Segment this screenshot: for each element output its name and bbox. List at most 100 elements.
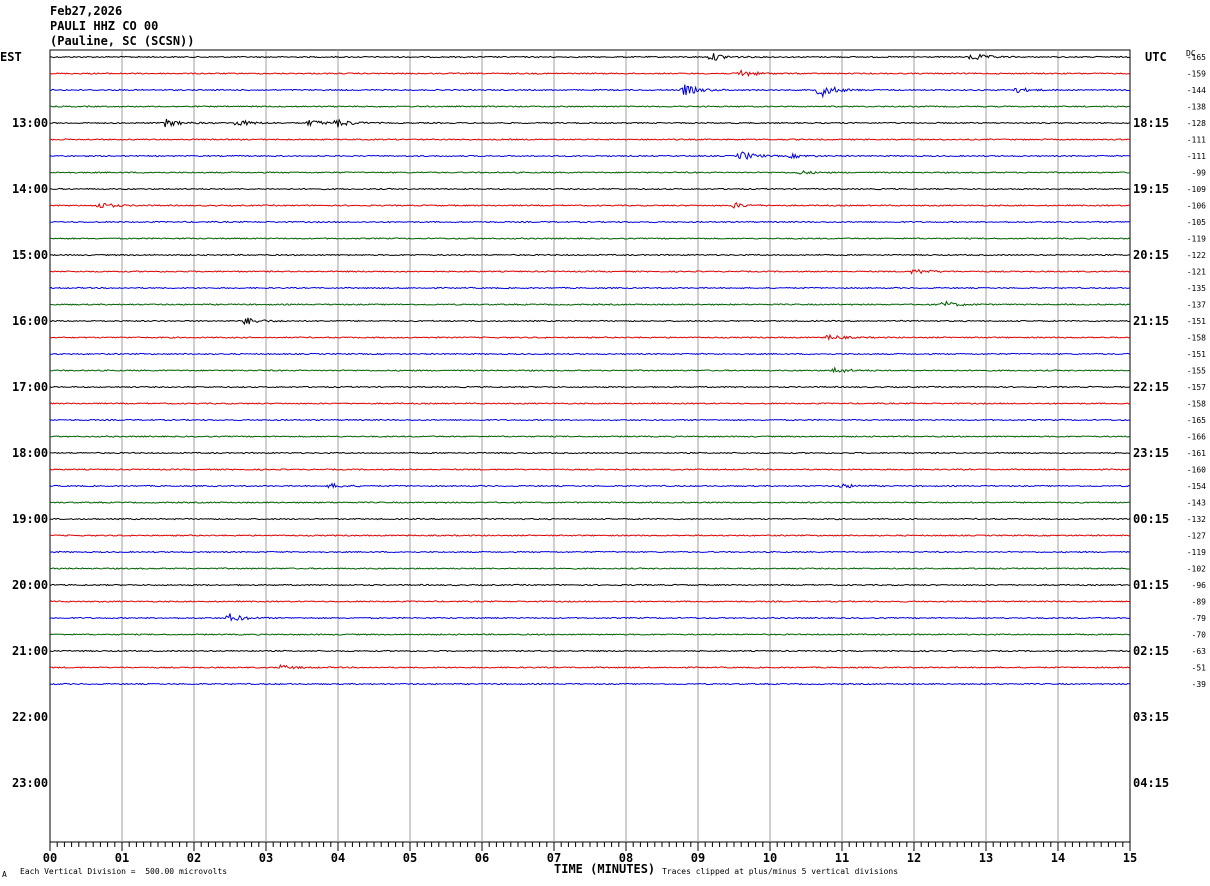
x-tick-label: 00	[43, 851, 57, 865]
trace-row	[49, 201, 1131, 209]
left-hour-label: 17:00	[12, 380, 48, 394]
dc-offset-value: -106	[1187, 202, 1206, 211]
trace-row	[49, 583, 1130, 587]
dc-offset-value: -39	[1192, 680, 1207, 689]
left-timezone-label: EST	[0, 50, 22, 64]
trace-row	[49, 84, 1131, 99]
right-hour-label: 20:15	[1133, 248, 1169, 262]
dc-offset-value: -154	[1187, 482, 1206, 491]
trace-row	[49, 138, 1131, 141]
plot-frame	[49, 49, 1131, 843]
left-hour-label: 21:00	[12, 644, 48, 658]
trace-row	[49, 418, 1131, 422]
trace-row	[49, 451, 1131, 455]
corner-mark: A	[2, 870, 7, 879]
dc-offset-value: -109	[1187, 185, 1206, 194]
trace-row	[49, 501, 1131, 504]
trace-row	[49, 550, 1131, 554]
right-hour-label: 21:15	[1133, 314, 1169, 328]
x-tick-label: 14	[1051, 851, 1065, 865]
trace-row	[49, 151, 1131, 161]
dc-offset-value: -158	[1187, 400, 1206, 409]
dc-offset-value: -137	[1187, 301, 1206, 310]
trace-row	[49, 613, 1131, 622]
dc-offset-value: -121	[1187, 268, 1206, 277]
trace-row	[49, 352, 1131, 356]
trace-row	[49, 286, 1131, 290]
left-hour-label: 14:00	[12, 182, 48, 196]
hour-labels: 13:00 14:00 15:00 16:00 17:00 18:00 19:00 20:00…	[12, 116, 1169, 790]
dc-offset-value: -127	[1187, 532, 1206, 541]
seismic-traces	[49, 53, 1131, 686]
dc-offset-value: -70	[1192, 631, 1207, 640]
trace-row	[49, 187, 1131, 191]
trace-row	[49, 268, 1131, 275]
trace-row	[49, 663, 1131, 670]
right-hour-label: 03:15	[1133, 710, 1169, 724]
x-tick-label: 02	[187, 851, 201, 865]
x-tick-label: 01	[115, 851, 129, 865]
trace-row	[49, 237, 1131, 240]
plot-grid	[49, 49, 1131, 843]
dc-offset-value: -102	[1187, 565, 1206, 574]
trace-row	[49, 253, 1131, 257]
left-hour-label: 13:00	[12, 116, 48, 130]
x-tick-label: 13	[979, 851, 993, 865]
dc-offset-value: -158	[1187, 334, 1206, 343]
right-hour-label: 00:15	[1133, 512, 1169, 526]
trace-row	[49, 220, 1131, 224]
trace-row	[49, 435, 1131, 438]
trace-row	[49, 385, 1131, 389]
x-tick-label: 03	[259, 851, 273, 865]
trace-row	[49, 682, 1131, 686]
trace-row	[49, 534, 1131, 537]
trace-row	[49, 402, 1131, 405]
dc-offset-value: -111	[1187, 136, 1206, 145]
dc-offset-value: -151	[1187, 350, 1206, 359]
dc-offset-value: -144	[1187, 86, 1206, 95]
station-code: PAULI HHZ CO 00	[50, 19, 159, 33]
dc-column-label: DC	[1186, 49, 1196, 58]
dc-offset-value: -119	[1187, 548, 1206, 557]
trace-row	[49, 118, 1131, 128]
dc-offset-value: -99	[1192, 169, 1207, 178]
x-tick-label: 06	[475, 851, 489, 865]
dc-offset-value: -157	[1187, 383, 1206, 392]
dc-offset-value: -135	[1187, 284, 1206, 293]
right-hour-label: 18:15	[1133, 116, 1169, 130]
right-hour-label: 04:15	[1133, 776, 1169, 790]
dc-offset-value: -160	[1187, 466, 1206, 475]
dc-offset-value: -105	[1187, 218, 1206, 227]
plot-date: Feb27,2026	[50, 4, 123, 18]
trace-row	[49, 170, 1131, 175]
right-hour-label: 19:15	[1133, 182, 1169, 196]
trace-row	[50, 300, 1131, 307]
x-tick-label: 10	[763, 851, 777, 865]
x-tick-label: 15	[1123, 851, 1137, 865]
left-hour-label: 18:00	[12, 446, 48, 460]
dc-offset-value: -143	[1187, 499, 1206, 508]
vertical-scale-note: Each Vertical Division = 500.00 microvol…	[20, 867, 228, 876]
trace-row	[49, 468, 1131, 471]
trace-row	[49, 567, 1131, 570]
clipping-note: Traces clipped at plus/minus 5 vertical …	[662, 867, 899, 876]
trace-row	[49, 649, 1131, 653]
dc-offset-value: -79	[1192, 614, 1207, 623]
left-hour-label: 23:00	[12, 776, 48, 790]
trace-row	[49, 366, 1131, 374]
trace-row	[49, 68, 1131, 78]
trace-row	[50, 517, 1131, 521]
station-location: (Pauline, SC (SCSN))	[50, 34, 195, 48]
x-tick-label: 04	[331, 851, 345, 865]
dc-offset-value: -138	[1187, 103, 1206, 112]
dc-offset-value: -165	[1187, 53, 1206, 62]
trace-row	[49, 317, 1131, 326]
x-tick-label: 09	[691, 851, 705, 865]
dc-offset-value: -166	[1187, 433, 1206, 442]
dc-offset-value: -96	[1192, 581, 1207, 590]
right-hour-label: 22:15	[1133, 380, 1169, 394]
left-hour-label: 16:00	[12, 314, 48, 328]
right-hour-label: 23:15	[1133, 446, 1169, 460]
x-tick-label: 12	[907, 851, 921, 865]
